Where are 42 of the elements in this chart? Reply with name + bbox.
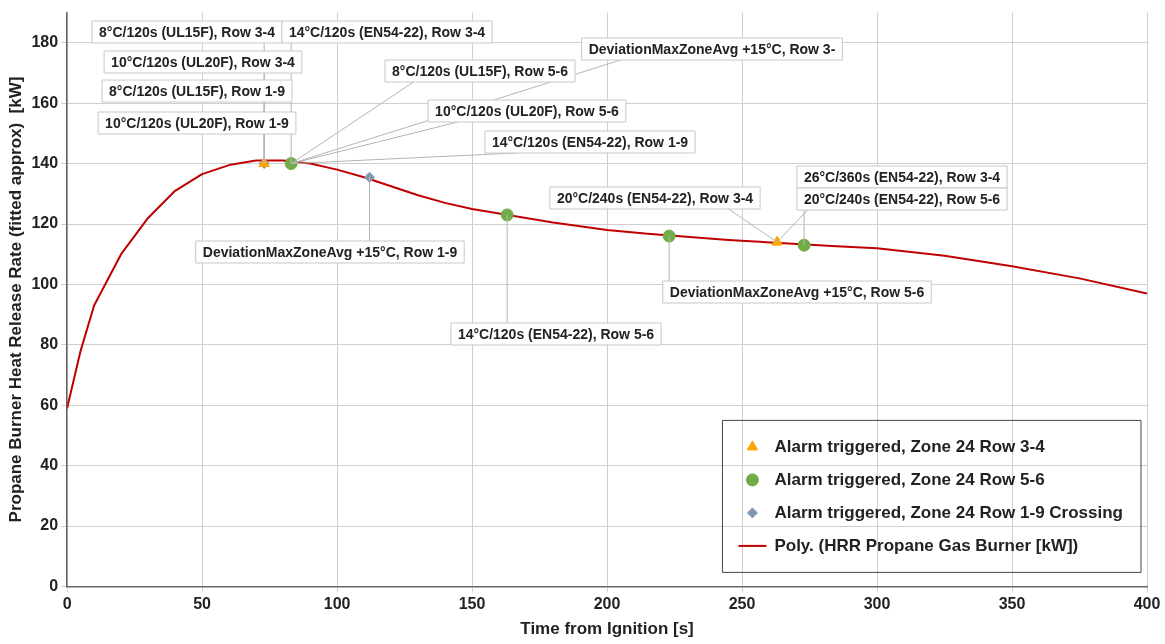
x-axis-title: Time from Ignition [s] — [520, 619, 694, 639]
legend-label: Alarm triggered, Zone 24 Row 5-6 — [774, 469, 1045, 489]
x-tick-label: 250 — [728, 595, 756, 613]
point — [363, 171, 375, 183]
y-tick-label: 100 — [31, 274, 59, 292]
x-tick-label: 350 — [998, 595, 1026, 613]
annotation: DeviationMaxZoneAvg +15°C, Row 5-6 — [669, 283, 925, 300]
x-tick-label: 200 — [593, 595, 621, 613]
annotation: DeviationMaxZoneAvg +15°C, Row 3- — [588, 40, 836, 57]
annotation: 20°C/240s (EN54-22), Row 5-6 — [803, 190, 1001, 207]
x-tick-label: 0 — [62, 595, 72, 613]
annotation: 14°C/120s (EN54-22), Row 1-9 — [491, 133, 689, 150]
legend-label: Poly. (HRR Propane Gas Burner [kW]) — [774, 535, 1079, 555]
annotation: DeviationMaxZoneAvg +15°C, Row 1-9 — [202, 243, 458, 260]
annotation: 10°C/120s (UL20F), Row 1-9 — [105, 114, 290, 131]
annotation: 8°C/120s (UL15F), Row 3-4 — [99, 23, 276, 40]
x-tick-label: 400 — [1133, 595, 1161, 613]
y-tick-label: 0 — [49, 576, 59, 594]
y-tick-label: 40 — [40, 456, 59, 474]
y-tick-label: 160 — [31, 93, 59, 111]
y-tick-label: 180 — [31, 33, 59, 51]
y-tick-label: 120 — [31, 214, 59, 232]
x-tick-label: 300 — [863, 595, 891, 613]
legend-label: Alarm triggered, Zone 24 Row 1-9 Crossing — [774, 502, 1123, 522]
y-tick-label: 20 — [40, 516, 59, 534]
annotation: 26°C/360s (EN54-22), Row 3-4 — [803, 168, 1001, 185]
annotation: 14°C/120s (EN54-22), Row 3-4 — [288, 23, 486, 40]
y-tick-label: 140 — [31, 154, 59, 172]
point — [500, 208, 514, 222]
annotation: 14°C/120s (EN54-22), Row 5-6 — [457, 325, 655, 342]
y-tick-label: 60 — [40, 395, 59, 413]
y-axis-title: Propane Burner Heat Release Rate (fitted approx) [kW] — [5, 76, 25, 523]
annotation: 10°C/120s (UL20F), Row 3-4 — [111, 53, 296, 70]
annotation: 20°C/240s (EN54-22), Row 3-4 — [556, 189, 754, 206]
annotation: 8°C/120s (UL15F), Row 1-9 — [109, 82, 286, 99]
legend-label: Alarm triggered, Zone 24 Row 3-4 — [774, 436, 1046, 456]
y-tick-label: 80 — [40, 335, 59, 353]
annotation: 10°C/120s (UL20F), Row 5-6 — [435, 102, 620, 119]
annotation: 8°C/120s (UL15F), Row 5-6 — [392, 62, 569, 79]
x-tick-label: 100 — [323, 595, 351, 613]
x-tick-label: 50 — [193, 595, 212, 613]
x-tick-label: 150 — [458, 595, 486, 613]
